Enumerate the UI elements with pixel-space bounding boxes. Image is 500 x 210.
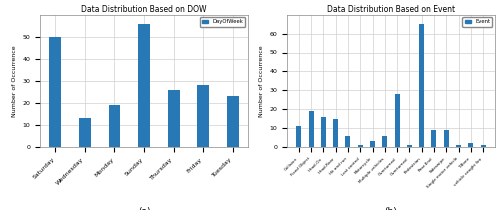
Bar [432,130,436,147]
Legend: Event: Event [462,17,492,26]
Title: Data Distribution Based on Event: Data Distribution Based on Event [327,5,455,14]
Bar [346,136,350,147]
Bar [333,119,338,147]
Bar [79,118,91,147]
Bar [407,145,412,147]
Bar [296,126,302,147]
Y-axis label: Number of Occurrence: Number of Occurrence [12,45,17,117]
Bar [419,24,424,147]
Text: (b): (b) [384,207,398,210]
Bar [168,90,179,147]
Bar [382,136,388,147]
Bar [468,143,473,147]
Bar [370,141,375,147]
Bar [198,85,209,147]
Bar [50,37,62,147]
Bar [444,130,448,147]
Bar [480,145,486,147]
Y-axis label: Number of Occurrence: Number of Occurrence [258,45,264,117]
Text: (a): (a) [138,207,150,210]
Bar [227,96,238,147]
Bar [456,145,461,147]
Bar [138,24,150,147]
Bar [108,105,120,147]
Title: Data Distribution Based on DOW: Data Distribution Based on DOW [82,5,207,14]
Legend: DayOfWeek: DayOfWeek [200,17,246,26]
Bar [308,111,314,147]
Bar [394,94,400,147]
Bar [321,117,326,147]
Bar [358,145,362,147]
